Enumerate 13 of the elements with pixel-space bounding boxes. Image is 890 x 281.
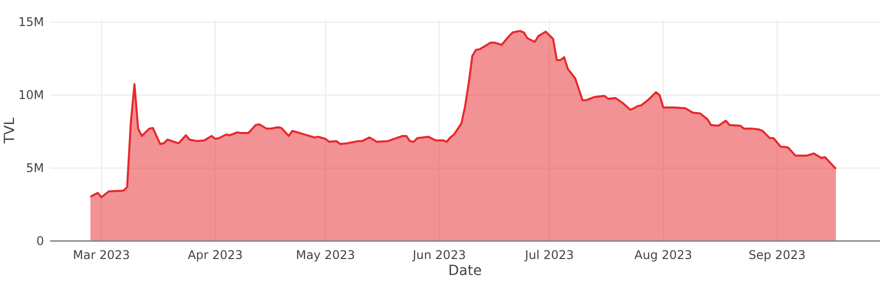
x-tick-label: Apr 2023 bbox=[188, 248, 243, 262]
x-axis-title: Date bbox=[448, 263, 482, 279]
y-tick-label: 10M bbox=[18, 88, 44, 102]
x-tick-label: May 2023 bbox=[296, 248, 356, 262]
x-tick-label: Sep 2023 bbox=[748, 248, 806, 262]
y-tick-label: 15M bbox=[18, 15, 44, 30]
x-tick-label: Jun 2023 bbox=[412, 248, 466, 262]
y-axis-title: TVL bbox=[2, 117, 18, 144]
x-tick-label: Jul 2023 bbox=[524, 248, 574, 262]
y-tick-label: 0 bbox=[36, 234, 44, 248]
x-tick-label: Mar 2023 bbox=[72, 248, 130, 262]
x-tick-label: Aug 2023 bbox=[634, 248, 692, 262]
y-tick-label: 5M bbox=[26, 161, 44, 176]
